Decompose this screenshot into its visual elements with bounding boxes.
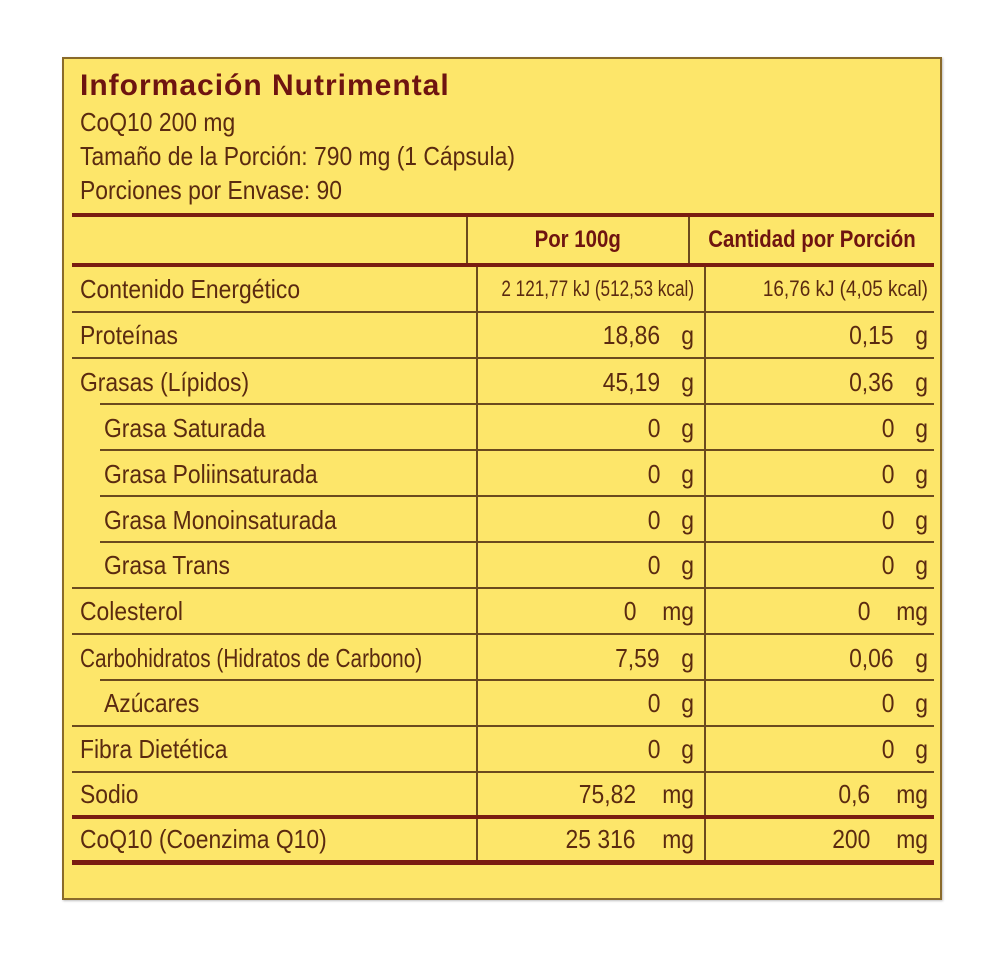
nutrition-label: Información Nutrimental CoQ10 200 mg Tam… [62,57,942,900]
table-row: Grasas (Lípidos) 45,19 g 0,36 g [72,359,934,405]
table-row: Sodio 75,82 mg 0,6 mg [72,773,934,819]
serving-size: Tamaño de la Porción: 790 mg (1 Cápsula) [80,141,515,171]
product-name: CoQ10 200 mg [80,107,236,137]
table-header: Por 100g Cantidad por Porción [72,217,934,267]
table-row: Carbohidratos (Hidratos de Carbono) 7,59… [72,635,934,681]
column-header-per100g: Por 100g [468,217,690,263]
label-title: Información Nutrimental [80,69,450,102]
table-row: Colesterol 0 mg 0 mg [72,589,934,635]
nutrition-table: Por 100g Cantidad por Porción Contenido … [72,213,934,865]
column-header-per-serving: Cantidad por Porción [708,226,916,253]
table-row: Contenido Energético 2 121,77 kJ (512,53… [72,267,934,313]
servings-per-container: Porciones por Envase: 90 [80,175,343,205]
divider [72,213,934,217]
table-row: Proteínas 18,86 g 0,15 g [72,313,934,359]
table-row: CoQ10 (Coenzima Q10) 25 316 mg 200 mg [72,819,934,865]
